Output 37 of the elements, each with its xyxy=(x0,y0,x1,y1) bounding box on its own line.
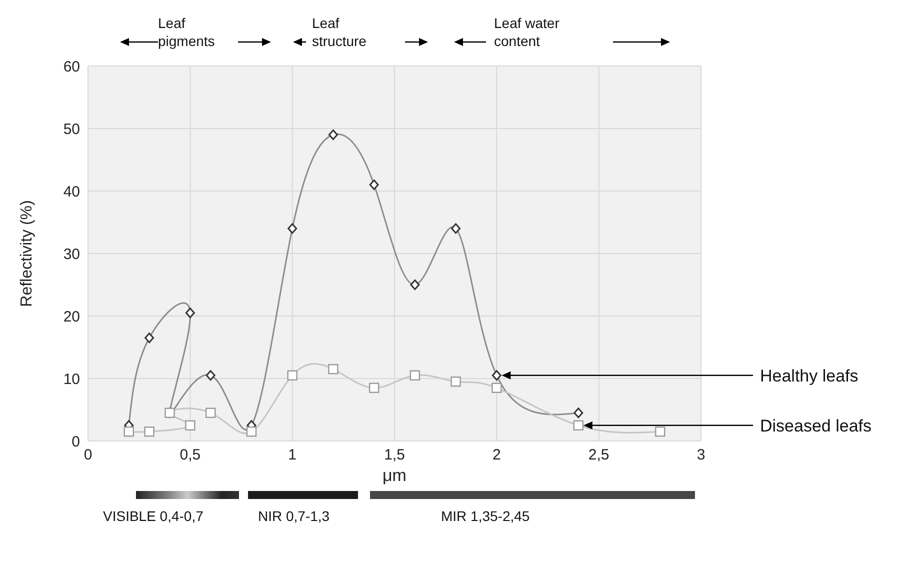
point xyxy=(328,364,338,374)
text: Healthy leafs xyxy=(760,366,858,386)
text: MIR 1,35-2,45 xyxy=(441,508,530,524)
x-tick-label: 1,5 xyxy=(384,446,405,464)
point xyxy=(492,382,502,393)
text: Diseased leafs xyxy=(760,416,872,436)
x-tick-label: 2,5 xyxy=(588,446,610,464)
y-tick-label: 20 xyxy=(63,308,80,326)
y-tick-label: 50 xyxy=(63,120,80,138)
point xyxy=(246,426,257,437)
x-tick-label: 0 xyxy=(84,446,92,464)
point xyxy=(287,370,298,380)
x-tick-label: 2 xyxy=(492,446,501,464)
point xyxy=(450,376,461,387)
point xyxy=(410,370,420,380)
y-tick-label: 30 xyxy=(63,246,80,263)
x-axis-title: μm xyxy=(382,466,406,485)
point xyxy=(655,426,666,437)
point xyxy=(573,420,584,430)
text: Leaf structure xyxy=(312,14,368,50)
point xyxy=(144,426,154,437)
point xyxy=(124,426,134,437)
point xyxy=(368,382,380,393)
y-tick-label: 60 xyxy=(63,58,80,76)
point xyxy=(185,420,196,430)
y-tick-label: 40 xyxy=(63,183,80,200)
x-tick-label: 1 xyxy=(288,446,297,464)
point xyxy=(206,408,216,418)
text: VISIBLE 0,4-0,7 xyxy=(103,508,204,524)
text: NIR 0,7-1,3 xyxy=(258,508,330,524)
text: Leaf pigments xyxy=(158,14,216,50)
y-tick-label: 10 xyxy=(63,370,80,388)
x-tick-label: 3 xyxy=(696,446,706,464)
y-axis-title: Reflectivity (%) xyxy=(18,200,36,307)
x-tick-label: 0,5 xyxy=(180,446,201,464)
y-tick-label: 0 xyxy=(72,433,80,450)
text: Leaf water content xyxy=(494,14,560,50)
